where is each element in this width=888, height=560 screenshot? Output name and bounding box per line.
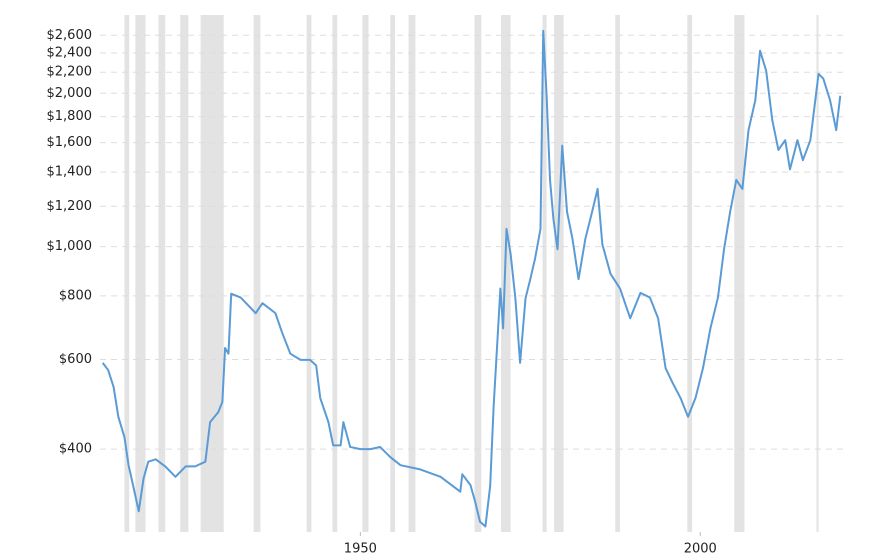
shaded-period xyxy=(408,15,416,532)
y-tick-label: $2,400 xyxy=(47,45,93,60)
shaded-period xyxy=(135,15,146,532)
shaded-period xyxy=(474,15,482,532)
shaded-period xyxy=(554,15,564,532)
shaded-period xyxy=(615,15,621,532)
y-tick-label: $1,000 xyxy=(47,239,93,254)
shaded-period xyxy=(542,15,547,532)
shaded-period xyxy=(306,15,312,532)
shaded-period xyxy=(687,15,693,532)
x-tick-label: 1950 xyxy=(344,542,377,557)
y-tick-label: $600 xyxy=(59,352,92,367)
y-tick-label: $400 xyxy=(59,442,92,457)
y-tick-label: $1,400 xyxy=(47,165,93,180)
shaded-period xyxy=(200,15,224,532)
shaded-period xyxy=(362,15,369,532)
shaded-period xyxy=(253,15,261,532)
x-tick-label: 2000 xyxy=(684,542,717,557)
shaded-period xyxy=(816,15,819,532)
shaded-period xyxy=(124,15,130,532)
y-tick-label: $800 xyxy=(59,288,92,303)
line xyxy=(101,29,842,528)
y-tick-label: $1,600 xyxy=(47,135,93,150)
shaded-period xyxy=(180,15,189,532)
shaded-period xyxy=(390,15,396,532)
shaded-period xyxy=(734,15,745,532)
y-tick-label: $2,000 xyxy=(47,86,93,101)
y-tick-label: $2,200 xyxy=(47,65,93,80)
shaded-period xyxy=(158,15,166,532)
y-tick-label: $1,200 xyxy=(47,199,93,214)
y-tick-label: $2,600 xyxy=(47,28,93,43)
shaded-period xyxy=(332,15,338,532)
y-tick-label: $1,800 xyxy=(47,109,93,124)
